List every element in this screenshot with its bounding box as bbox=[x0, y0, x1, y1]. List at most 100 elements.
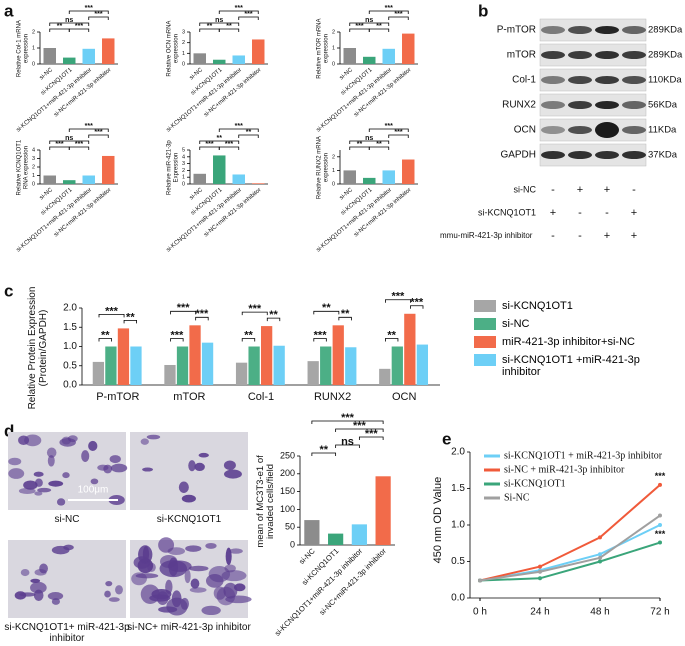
cell-stain bbox=[142, 467, 154, 472]
panel-letter: d bbox=[4, 421, 14, 440]
bar bbox=[102, 155, 115, 184]
legend-label: si-KCNQ1OT1 + miR-421-3p inhibitor bbox=[504, 450, 663, 461]
cell-stain bbox=[205, 542, 217, 549]
x-tick-label: si-NC bbox=[297, 546, 317, 566]
bar bbox=[201, 342, 214, 385]
significance-label: ** bbox=[322, 302, 331, 314]
bar bbox=[252, 39, 265, 64]
y-tick-label: 100 bbox=[280, 504, 295, 514]
cell-stain bbox=[39, 563, 48, 574]
legend-label: si-NC + miR-421-3p inhibitor bbox=[504, 464, 625, 475]
significance-bracket bbox=[123, 320, 137, 324]
cell-stain bbox=[194, 462, 205, 472]
legend: si-KCNQ1OT1 si-NC miR-421-3p inhibitor+si-… bbox=[474, 300, 679, 384]
significance-bracket bbox=[368, 146, 390, 150]
cell-stain bbox=[33, 471, 44, 477]
x-tick-label: Col-1 bbox=[248, 391, 274, 403]
significance-label: ns bbox=[365, 135, 373, 142]
protein-label: Col-1 bbox=[512, 75, 536, 86]
significance-label: *** bbox=[55, 141, 63, 148]
legend-swatch bbox=[474, 300, 496, 312]
molecular-weight: 11KDa bbox=[648, 125, 677, 136]
significance-bracket bbox=[311, 452, 337, 456]
condition-sign: - bbox=[551, 184, 555, 196]
line bbox=[479, 484, 661, 582]
condition-sign: + bbox=[550, 207, 556, 219]
micrograph-label: si-NC+ miR-421-3p inhibitor bbox=[127, 622, 251, 633]
x-tick-label: 48 h bbox=[590, 607, 609, 618]
blot-band bbox=[541, 51, 565, 59]
significance-label: ** bbox=[341, 308, 350, 320]
significance-label: *** bbox=[205, 141, 213, 148]
y-tick-label: 1 bbox=[182, 51, 185, 57]
cell-stain bbox=[48, 480, 64, 487]
significance-label: ** bbox=[217, 135, 223, 142]
significance-bracket bbox=[335, 444, 360, 448]
blot-band bbox=[595, 76, 619, 84]
blot-band bbox=[622, 51, 646, 59]
cell-stain bbox=[142, 546, 150, 563]
bar bbox=[343, 48, 356, 64]
legend-entry: miR-421-3p inhibitor+si-NC bbox=[474, 336, 679, 348]
cell-stain bbox=[201, 605, 221, 616]
significance-label: *** bbox=[75, 23, 83, 30]
y-tick-label: 1 bbox=[332, 168, 335, 174]
legend-label: si-KCNQ1OT1 bbox=[504, 478, 566, 489]
condition-sign: + bbox=[577, 184, 583, 196]
bar bbox=[117, 328, 130, 385]
y-tick-label: 0 bbox=[290, 539, 295, 549]
blot-band bbox=[595, 26, 619, 34]
x-tick-label: 0 h bbox=[473, 607, 487, 618]
blot-band bbox=[541, 151, 565, 159]
significance-bracket bbox=[368, 28, 390, 32]
significance-label: *** bbox=[85, 5, 93, 12]
condition-sign: - bbox=[551, 230, 555, 242]
condition-sign: - bbox=[605, 207, 609, 219]
y-tick-label: 4 bbox=[182, 154, 185, 160]
cell-stain bbox=[167, 560, 192, 572]
legend-label: si-NC bbox=[502, 318, 530, 330]
significance-label: *** bbox=[235, 123, 243, 130]
significance-bracket bbox=[199, 22, 240, 26]
bar bbox=[363, 56, 376, 64]
cell-stain bbox=[190, 578, 200, 589]
condition-label: si-NC bbox=[514, 184, 537, 194]
condition-sign: - bbox=[632, 184, 636, 196]
cell-stain bbox=[208, 566, 231, 583]
bar bbox=[402, 33, 415, 64]
significance-bracket bbox=[68, 146, 90, 150]
cell-stain bbox=[189, 587, 207, 593]
significance-label: *** bbox=[225, 141, 233, 148]
blot-band bbox=[568, 51, 592, 59]
significance-label: *** bbox=[314, 329, 328, 341]
bar bbox=[382, 170, 395, 184]
line bbox=[479, 541, 661, 582]
cell-stain bbox=[18, 435, 30, 445]
cell-stain bbox=[46, 447, 57, 458]
annotation: *** bbox=[655, 529, 666, 539]
y-tick-label: 0 bbox=[32, 181, 35, 187]
micrograph-label: si-NC bbox=[54, 514, 80, 525]
cell-stain bbox=[115, 585, 123, 595]
bar bbox=[63, 57, 76, 64]
point-marker bbox=[598, 552, 602, 557]
y-tick-label: 3 bbox=[32, 156, 35, 162]
x-tick-label: mTOR bbox=[173, 391, 205, 403]
significance-bracket bbox=[68, 28, 90, 32]
y-tick-label: 1.5 bbox=[63, 322, 77, 333]
significance-bracket bbox=[218, 10, 259, 14]
significance-bracket bbox=[241, 311, 268, 316]
bar bbox=[248, 346, 260, 385]
cell-stain bbox=[24, 434, 42, 447]
y-axis-label: Relative OCN mRNA expression bbox=[166, 20, 179, 77]
significance-bracket bbox=[49, 140, 90, 144]
bar bbox=[176, 346, 189, 385]
significance-bracket bbox=[238, 16, 259, 20]
significance-label: *** bbox=[392, 291, 406, 303]
cell-stain bbox=[151, 588, 172, 600]
blot-band bbox=[622, 26, 646, 34]
y-tick-label: 150 bbox=[280, 486, 295, 496]
significance-bracket bbox=[385, 338, 399, 342]
cell-stain bbox=[229, 548, 243, 554]
significance-bracket bbox=[68, 10, 109, 14]
